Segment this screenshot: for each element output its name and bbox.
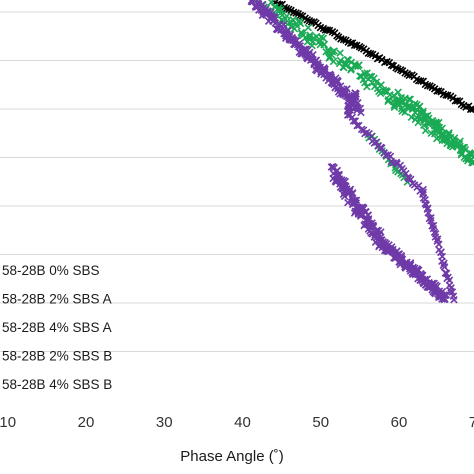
legend-entry-label: 58-28B 2% SBS A — [2, 292, 112, 307]
data-point-marker — [427, 214, 435, 222]
data-point-marker — [255, 6, 263, 14]
data-point-marker — [378, 144, 386, 152]
legend: 58-28B 0% SBS 58-28B 2% SBS A 58-28B 4% SB… — [2, 263, 112, 392]
data-point-marker — [407, 175, 415, 184]
data-point-marker — [339, 35, 348, 44]
data-point-marker — [292, 9, 300, 17]
data-point-marker — [387, 61, 396, 69]
data-point-marker — [320, 67, 329, 75]
data-point-marker — [366, 72, 374, 81]
data-points — [247, 0, 474, 304]
data-point-marker — [462, 154, 470, 163]
data-point-marker — [296, 19, 305, 28]
data-point-marker — [339, 63, 348, 72]
data-point-marker — [424, 209, 432, 217]
data-point-marker — [323, 26, 332, 34]
data-point-marker — [330, 47, 339, 55]
x-tick-label: 50 — [312, 414, 329, 431]
data-point-marker — [419, 188, 427, 197]
data-point-marker — [419, 109, 427, 118]
data-point-marker — [431, 126, 439, 134]
legend-entry-label: 58-28B 4% SBS B — [2, 377, 112, 392]
data-point-marker — [346, 39, 355, 48]
data-point-marker — [380, 87, 389, 96]
data-point-marker — [366, 49, 375, 58]
data-point-marker — [460, 143, 469, 152]
data-point-marker — [372, 78, 381, 86]
legend-entry-label: 58-28B 2% SBS B — [2, 349, 112, 364]
data-point-marker — [344, 198, 352, 207]
data-point-marker — [319, 34, 328, 42]
data-point-marker — [423, 81, 432, 90]
data-point-marker — [343, 55, 352, 64]
data-point-marker — [440, 263, 449, 271]
data-point-marker — [377, 81, 385, 89]
data-point-marker — [343, 111, 352, 119]
data-point-marker — [450, 134, 459, 142]
data-point-marker — [361, 78, 369, 87]
data-point-marker — [467, 151, 474, 160]
x-tick-label: 40 — [234, 414, 251, 431]
data-point-marker — [450, 295, 458, 304]
data-point-marker — [299, 31, 307, 40]
data-point-marker — [421, 126, 430, 135]
data-point-marker — [329, 57, 338, 66]
data-point-marker — [363, 83, 371, 91]
data-point-marker — [320, 64, 328, 73]
data-point-marker — [270, 13, 279, 22]
x-axis-tick-labels: 10 20 30 40 50 60 70 — [0, 414, 474, 431]
data-point-marker — [320, 40, 328, 49]
x-tick-label: 10 — [0, 414, 16, 431]
data-point-marker — [336, 49, 344, 57]
x-tick-label: 20 — [78, 414, 95, 431]
data-point-marker — [355, 61, 363, 69]
data-point-marker — [435, 240, 443, 248]
x-tick-label: 70 — [469, 414, 474, 431]
data-point-marker — [427, 216, 435, 225]
x-axis-title: Phase Angle (˚) — [180, 448, 283, 465]
data-point-marker — [417, 77, 425, 85]
data-point-marker — [283, 12, 291, 20]
legend-entry-label: 58-28B 0% SBS — [2, 263, 100, 278]
data-point-marker — [414, 266, 423, 275]
data-point-marker — [391, 164, 399, 172]
data-point-marker — [352, 196, 361, 204]
data-point-marker — [394, 88, 402, 97]
data-point-marker — [435, 87, 443, 95]
data-point-marker — [469, 105, 474, 114]
data-point-marker — [307, 18, 316, 26]
data-point-marker — [304, 23, 313, 32]
data-point-marker — [466, 105, 474, 114]
data-point-marker — [402, 169, 410, 178]
data-point-marker — [370, 74, 378, 83]
data-point-marker — [440, 295, 448, 304]
data-point-marker — [296, 11, 305, 20]
data-point-marker — [279, 20, 288, 29]
x-tick-label: 60 — [391, 414, 408, 431]
data-point-marker — [442, 291, 450, 299]
x-tick-label: 30 — [156, 414, 173, 431]
data-point-marker — [426, 118, 434, 127]
gridlines — [0, 11, 474, 352]
data-point-marker — [373, 226, 381, 235]
legend-entry-label: 58-28B 4% SBS A — [2, 320, 112, 335]
data-point-marker — [356, 104, 365, 113]
